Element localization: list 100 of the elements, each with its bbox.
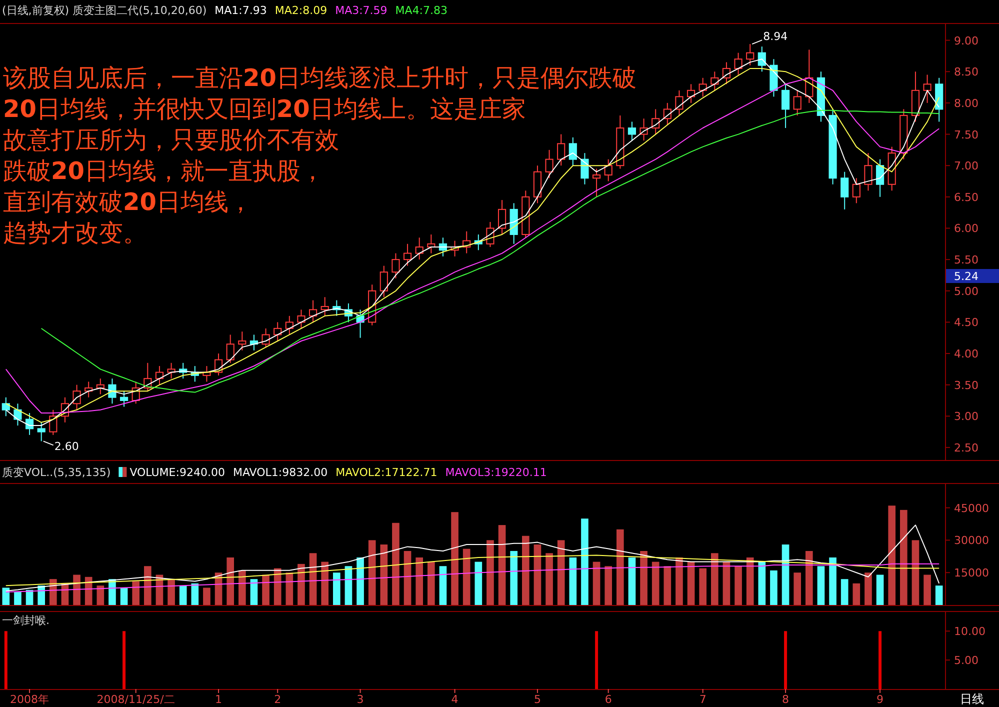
bar (592, 562, 600, 605)
bar (203, 588, 210, 605)
bar (604, 566, 612, 605)
y-tick-label: 7.50 (954, 128, 978, 142)
bar (522, 536, 530, 605)
line-series (5, 524, 940, 592)
bar (14, 592, 22, 605)
x-tick-label: 2008年 (10, 693, 50, 706)
bar (356, 557, 364, 605)
bar (699, 568, 707, 605)
y-tick-label: 15000 (954, 566, 989, 580)
bar (687, 562, 695, 605)
y-tick-label: 30000 (954, 534, 989, 548)
bar (344, 566, 352, 605)
bar (179, 586, 187, 605)
bar (321, 562, 329, 605)
bar (876, 574, 884, 605)
y-tick-label: 3.50 (954, 378, 978, 392)
bar (96, 586, 104, 605)
bar (710, 553, 718, 605)
bar (486, 540, 494, 605)
bar (262, 574, 270, 605)
bar (238, 570, 246, 605)
x-tick-label: 8 (782, 693, 790, 706)
bar (664, 566, 672, 605)
bar (2, 588, 10, 605)
legend-label: VOLUME:9240.00 (130, 466, 225, 479)
chart-title: 质变VOL..(5,35,135) (2, 466, 111, 479)
annotation: 8.94 (763, 30, 788, 44)
bar (427, 562, 435, 605)
annotation: 直到有效破20日均线， (3, 188, 252, 216)
line-series (5, 563, 940, 592)
bar (770, 570, 778, 605)
bar (510, 550, 518, 605)
x-tick-label: 1 (215, 693, 222, 706)
text: MAVOL1:9832.00 (232, 466, 328, 479)
bar (840, 579, 848, 605)
line-series (5, 554, 940, 586)
y-tick-label: 2.50 (954, 441, 978, 454)
bar (392, 522, 400, 605)
y-tick-label: 3.00 (954, 410, 978, 424)
x-tick-label: 6 (604, 693, 612, 706)
annotation: 趋势才改变。 (3, 219, 147, 247)
y-tick-label: 8.50 (954, 66, 978, 79)
x-tick-label: 3 (356, 693, 364, 706)
bar (474, 562, 482, 605)
annotation: 该股自见底后，一直沿20日均线逐浪上升时，只是偶尔跌破 (3, 64, 636, 92)
text: MA1:7.93 (214, 4, 267, 17)
bar (416, 557, 424, 605)
text: MAVOL3:19220.11 (445, 466, 547, 479)
bar (924, 574, 931, 605)
bar (900, 510, 908, 605)
text: MA3:7.59 (335, 4, 388, 17)
y-tick-label: 5.00 (954, 654, 978, 668)
bar (569, 557, 577, 605)
bar (912, 540, 920, 605)
bar (852, 583, 860, 605)
bar (298, 564, 305, 605)
x-tick-label: 4 (451, 693, 458, 706)
bar (132, 581, 140, 605)
bar (817, 566, 825, 605)
y-tick-label: 6.50 (954, 190, 978, 204)
y-tick-label: 6.00 (954, 222, 978, 236)
bar (250, 579, 258, 605)
bar (628, 557, 636, 605)
bar (794, 572, 802, 605)
bar (451, 512, 458, 605)
bar (368, 540, 376, 605)
x-tick-label: 2 (274, 693, 282, 706)
bar (864, 572, 872, 605)
bar (168, 579, 175, 605)
bar (888, 506, 896, 605)
y-tick-label: 4.00 (954, 348, 978, 361)
text: 日线 (960, 692, 984, 706)
text: MA4:7.83 (395, 4, 448, 17)
bar (805, 550, 813, 605)
bar (616, 529, 624, 605)
bar (439, 566, 447, 605)
bar (73, 574, 80, 605)
bar (722, 562, 730, 605)
y-tick-label: 8.00 (954, 96, 978, 110)
y-tick-label: 7.00 (954, 160, 978, 173)
annotation: 故意打压所为，只要股价不有效 (3, 126, 339, 154)
bar (935, 586, 943, 605)
bar (546, 553, 553, 605)
bar (640, 550, 648, 605)
text: 5.24 (954, 270, 978, 283)
x-tick-label: 7 (699, 693, 706, 706)
annotation: 跌破20日均线，就一直执股， (3, 157, 324, 185)
text: MAVOL2:17122.71 (336, 466, 438, 479)
bar (498, 525, 506, 605)
bar (332, 572, 340, 605)
bar (380, 544, 388, 605)
bar (404, 550, 412, 605)
bar (652, 562, 660, 605)
y-tick-label: 5.00 (954, 284, 978, 298)
bar (534, 544, 542, 605)
y-tick-label: 45000 (954, 502, 989, 515)
y-tick-label: 5.50 (954, 254, 978, 267)
bar (734, 566, 742, 605)
